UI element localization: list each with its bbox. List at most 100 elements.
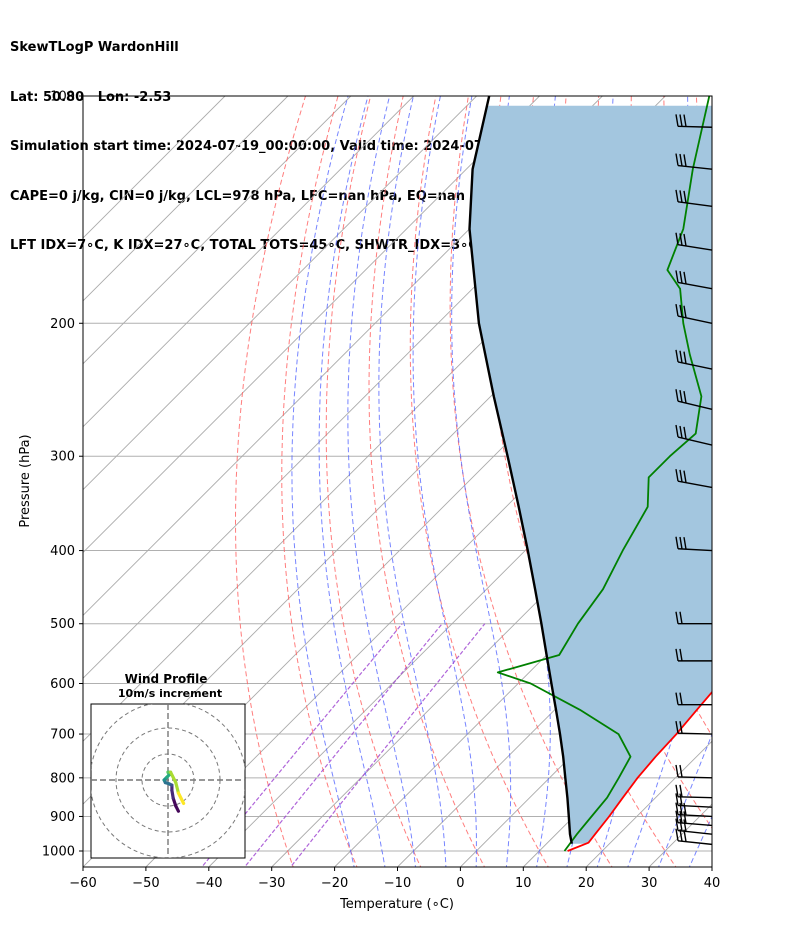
wind-barb: [675, 611, 712, 625]
isotherm-line: [711, 866, 712, 867]
wind-barb-flag: [679, 304, 683, 318]
hodograph-segment: [176, 791, 186, 806]
wind-barb-staff: [677, 361, 712, 370]
wind-barb: [675, 469, 712, 489]
y-tick-label: 300: [50, 450, 75, 465]
x-tick-label: 0: [456, 876, 464, 891]
wind-barb-flag: [675, 114, 679, 127]
x-tick-label: −20: [321, 876, 348, 891]
wind-barb-flag: [679, 114, 683, 127]
hodograph-segment: [169, 770, 178, 785]
moist-adiabat-line: [378, 96, 447, 867]
y-tick-label: 500: [50, 617, 75, 632]
wind-barb-staff: [677, 796, 712, 799]
wind-barb-flag: [675, 818, 679, 831]
wind-barb-flag: [675, 389, 679, 402]
wind-barb-staff: [677, 813, 712, 818]
wind-barb-staff: [677, 244, 712, 251]
dry-adiabat-line: [281, 96, 358, 867]
wind-barb-flag: [675, 536, 679, 549]
isotherm-line: [83, 96, 226, 239]
mixing-ratio-line: [289, 623, 486, 867]
x-axis-label: Temperature (∘C): [339, 897, 454, 912]
wind-barb-flag: [683, 470, 687, 483]
wind-barb-flag: [679, 350, 683, 363]
moist-adiabat-line: [719, 79, 794, 870]
hodograph-title: Wind Profile: [125, 672, 208, 686]
dry-adiabat-line: [449, 96, 613, 867]
y-axis-label: Pressure (hPa): [18, 434, 33, 527]
wind-barb-flag: [675, 692, 679, 705]
dry-adiabat-line: [368, 96, 486, 867]
moist-adiabat-line: [658, 732, 712, 867]
wind-barb-flag: [679, 536, 683, 550]
wind-barb: [675, 349, 712, 370]
moist-adiabat-line: [412, 96, 477, 867]
temperature-line: [567, 690, 712, 852]
wind-barb: [675, 424, 712, 446]
location-line: Lat: 50.80 Lon: -2.53: [10, 89, 172, 105]
y-tick-label: 600: [50, 677, 75, 692]
wind-barb-staff: [677, 480, 712, 489]
wind-barb-staff: [677, 164, 712, 170]
wind-barb-staff: [677, 548, 712, 552]
wind-barb: [675, 232, 712, 251]
wind-barb-flag: [679, 390, 683, 403]
wind-barb: [675, 303, 712, 324]
mixing-ratio-line: [243, 623, 443, 867]
wind-barb-flag: [679, 764, 683, 778]
wind-barb-staff: [677, 804, 712, 808]
moist-adiabat-line: [347, 96, 417, 867]
x-tick-label: 20: [578, 876, 595, 891]
wind-barb: [675, 721, 712, 735]
wind-barb-flag: [683, 190, 687, 204]
moist-adiabat-line: [495, 96, 551, 867]
wind-barb-flag: [683, 819, 687, 832]
y-tick-label: 800: [50, 771, 75, 786]
wind-barb-flag: [675, 189, 679, 202]
dry-adiabat-line: [325, 96, 422, 867]
x-tick-label: −10: [384, 876, 411, 891]
y-tick-label: 100: [50, 90, 75, 105]
wind-barb: [675, 270, 712, 290]
x-tick-label: −60: [69, 876, 96, 891]
y-tick-label: 900: [50, 810, 75, 825]
wind-barb-flag: [683, 537, 687, 550]
moist-adiabat-line: [291, 96, 355, 867]
wind-barb: [675, 784, 712, 799]
chart-title: SkewTLogP WardonHill: [10, 40, 179, 55]
dry-adiabat-line: [762, 96, 794, 870]
dry-adiabat-line: [409, 96, 549, 867]
wind-barb-flag: [683, 233, 687, 247]
moist-adiabat-line: [750, 79, 794, 870]
wind-barb-staff: [677, 822, 712, 827]
wind-barb-flag: [683, 305, 687, 318]
wind-barb-flag: [679, 818, 683, 832]
wind-barb-staff: [677, 400, 712, 410]
wind-barb-flag: [675, 270, 679, 283]
wind-barb: [675, 764, 712, 779]
wind-barb-flag: [675, 764, 679, 778]
isotherm-line: [83, 96, 352, 365]
wind-barb-flag: [675, 349, 679, 363]
y-tick-label: 200: [50, 317, 75, 332]
cin-shading: [469, 105, 712, 844]
y-tick-label: 1000: [42, 845, 75, 860]
x-tick-label: −30: [258, 876, 285, 891]
wind-barb-flag: [679, 810, 683, 824]
isotherm-line: [83, 96, 540, 554]
wind-barb-flag: [679, 153, 683, 167]
isotherm-line: [83, 96, 289, 302]
y-tick-label: 400: [50, 544, 75, 559]
parcel-line: [468, 96, 573, 844]
wind-barb: [675, 692, 712, 706]
wind-barb-staff: [677, 315, 712, 324]
wind-barb-flag: [683, 351, 687, 364]
wind-barb-flag: [679, 611, 683, 624]
wind-barb: [675, 389, 712, 410]
wind-barb: [675, 153, 712, 170]
wind-barb-flag: [683, 426, 687, 440]
wind-barb-staff: [677, 776, 712, 779]
y-tick-label: 700: [50, 728, 75, 743]
